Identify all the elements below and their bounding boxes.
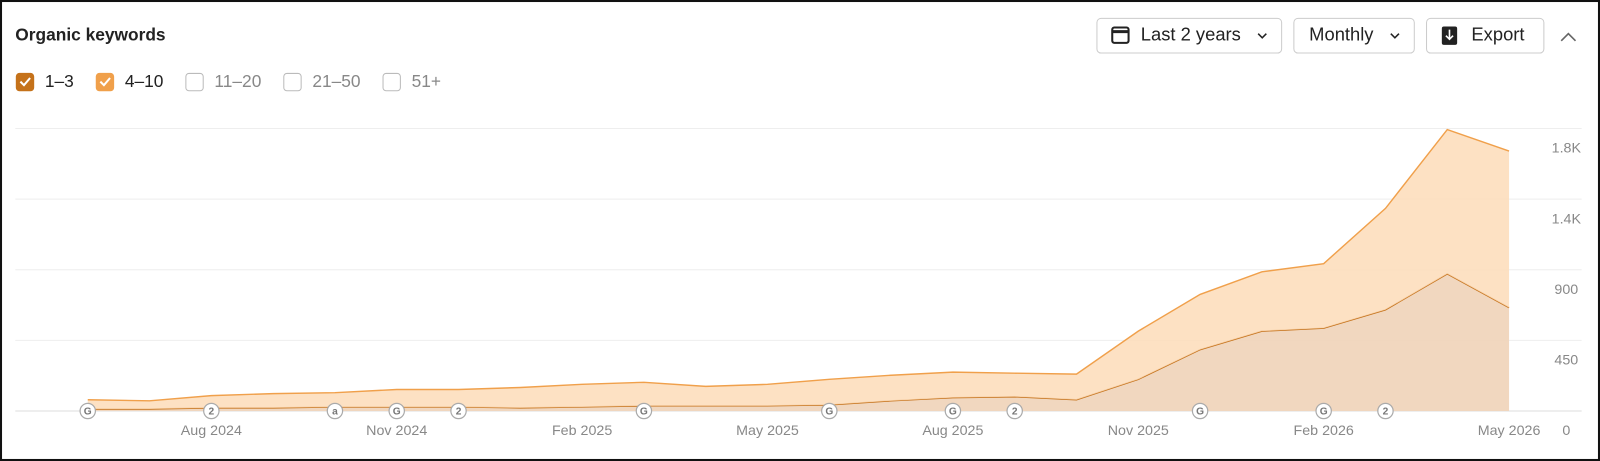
annotation-label: 2 <box>209 407 215 418</box>
calendar-icon <box>1111 26 1130 44</box>
x-tick-label: May 2025 <box>736 423 799 439</box>
x-tick-label: Aug 2025 <box>922 423 983 439</box>
checkmark <box>19 77 31 87</box>
annotation-label: G <box>1320 407 1328 418</box>
annotation-label: 2 <box>1012 407 1018 418</box>
x-tick-label: Nov 2025 <box>1108 423 1169 439</box>
annotation[interactable]: G <box>79 402 97 420</box>
annotation[interactable]: G <box>635 402 653 420</box>
legend-item[interactable]: 4–10 <box>95 71 164 92</box>
annotation-marker <box>1315 402 1332 420</box>
area-line <box>87 128 1510 402</box>
annotation-label: 2 <box>1383 407 1389 418</box>
annotation[interactable]: 2 <box>203 402 220 420</box>
area-fill <box>87 273 1510 412</box>
annotation-marker <box>821 402 838 420</box>
chevron <box>1257 33 1267 39</box>
interval-label: Monthly <box>1309 24 1374 45</box>
legend-item[interactable]: 51+ <box>382 71 441 92</box>
checkbox <box>95 72 115 92</box>
export-button[interactable]: Export <box>1426 17 1545 54</box>
checkbox <box>382 72 401 92</box>
annotation-marker <box>1191 402 1209 420</box>
checkbox <box>15 72 35 92</box>
chevron <box>1390 33 1400 39</box>
annotation-label: G <box>825 407 833 418</box>
y-tick-label: 0 <box>1562 423 1570 439</box>
x-tick-label: Feb 2026 <box>1294 423 1354 439</box>
annotation[interactable]: 2 <box>1377 402 1394 420</box>
annotation-label: G <box>640 407 648 418</box>
checkbox <box>283 72 302 92</box>
annotation[interactable]: 2 <box>450 402 467 420</box>
annotation-marker <box>1006 402 1023 420</box>
x-tick-label: Aug 2024 <box>181 423 242 439</box>
annotation-label: G <box>84 407 92 418</box>
checkbox <box>185 72 204 92</box>
annotation-marker <box>1377 402 1394 420</box>
collapse-button[interactable] <box>1560 32 1577 42</box>
annotation[interactable]: 2 <box>1006 402 1023 420</box>
chart-title: Organic keywords <box>15 24 165 44</box>
annotation[interactable]: G <box>821 402 838 420</box>
annotation[interactable]: G <box>388 402 405 420</box>
legend-label: 1–3 <box>45 71 74 91</box>
annotation[interactable]: G <box>944 402 962 420</box>
legend-label: 4–10 <box>125 71 164 91</box>
y-tick-label: 900 <box>1554 282 1578 298</box>
export-label: Export <box>1471 24 1524 45</box>
annotation-label: a <box>332 407 338 418</box>
interval-button[interactable]: Monthly <box>1293 17 1415 54</box>
y-tick-label: 1.4K <box>1552 211 1582 227</box>
area-line <box>87 273 1510 410</box>
plot-area: 0 450 900 1.4K 1.8K Aug 2024 Nov 2024 Feb 2025 M… <box>15 127 1582 439</box>
legend: 1–3 4–10 11–20 21–50 51+ <box>15 71 441 92</box>
annotation-label: G <box>949 407 957 418</box>
button-box <box>1096 17 1283 54</box>
annotation-label: 2 <box>456 407 462 418</box>
checkmark <box>99 77 111 87</box>
range-button[interactable]: Last 2 years <box>1096 17 1283 54</box>
annotation-marker <box>79 402 97 420</box>
annotation-marker <box>388 402 405 420</box>
legend-item[interactable]: 21–50 <box>283 71 361 92</box>
annotation[interactable]: a <box>326 402 344 420</box>
annotation[interactable]: G <box>1191 402 1209 420</box>
legend-item[interactable]: 1–3 <box>15 71 74 92</box>
annotation-marker <box>944 402 962 420</box>
x-tick-label: May 2026 <box>1478 423 1541 439</box>
legend-label: 51+ <box>412 71 441 91</box>
legend-item[interactable]: 11–20 <box>185 71 261 92</box>
area-fill <box>87 129 1510 409</box>
export-icon <box>1445 29 1454 41</box>
annotation-marker <box>203 402 220 420</box>
legend-label: 21–50 <box>312 71 360 91</box>
annotation-marker <box>450 402 467 420</box>
x-tick-label: Nov 2024 <box>366 423 427 439</box>
annotation-label: G <box>1196 407 1204 418</box>
button-box <box>1293 17 1415 54</box>
x-tick-label: Feb 2025 <box>552 423 612 439</box>
annotation-label: G <box>393 407 401 418</box>
y-tick-label: 1.8K <box>1552 141 1582 157</box>
annotation[interactable]: G <box>1315 402 1332 420</box>
y-tick-label: 450 <box>1554 353 1578 369</box>
annotation-marker <box>326 402 344 420</box>
annotation-marker <box>635 402 653 420</box>
legend-label: 11–20 <box>214 71 261 91</box>
range-label: Last 2 years <box>1141 24 1241 45</box>
